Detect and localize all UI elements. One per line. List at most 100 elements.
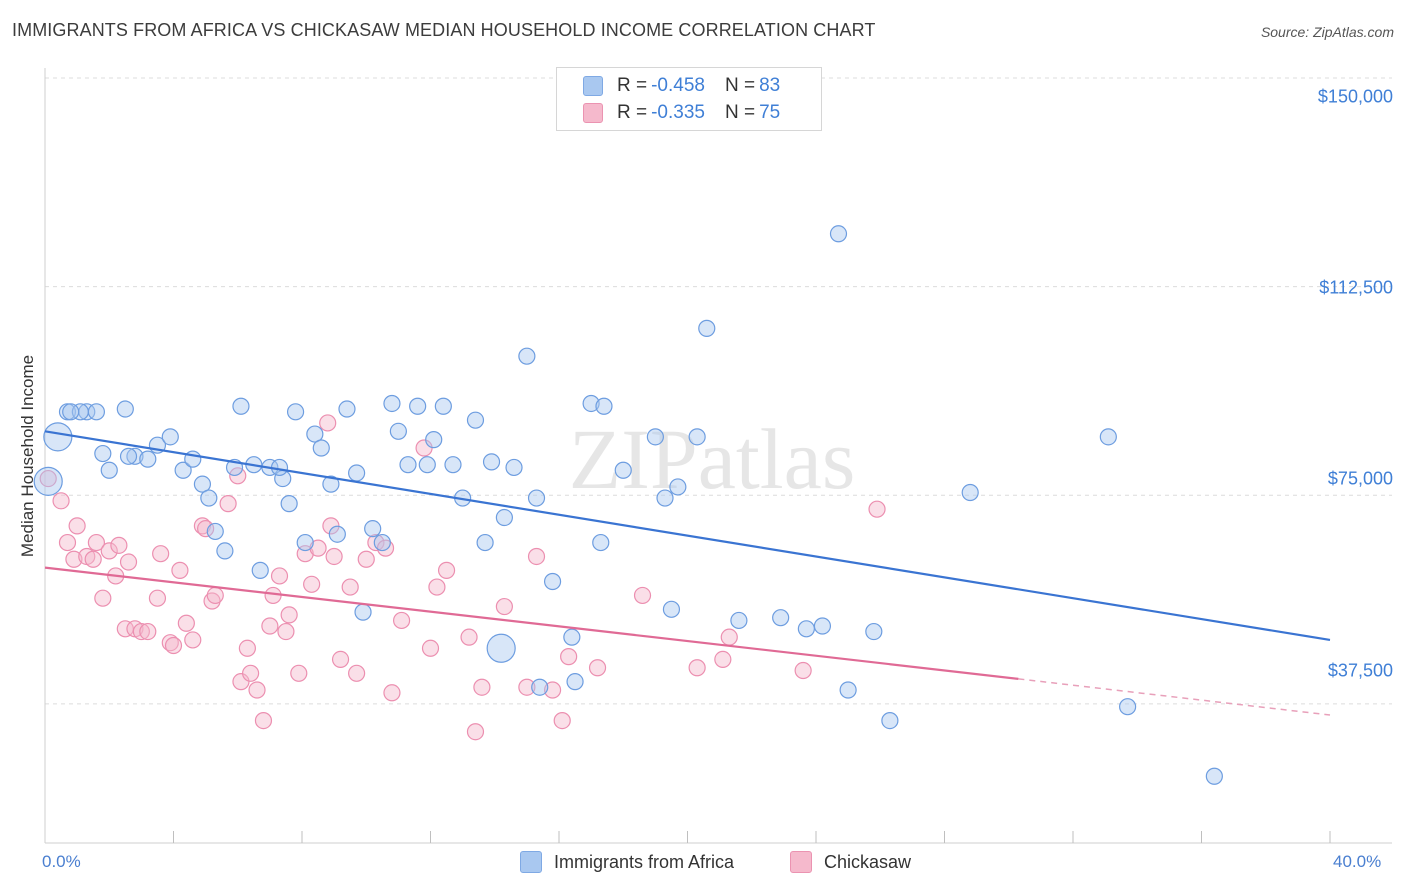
chickasaw-point	[376, 539, 395, 557]
chickasaw-point	[100, 542, 118, 560]
africa-point	[216, 542, 234, 560]
chickasaw-point	[341, 578, 359, 596]
legend-item-africa[interactable]: Immigrants from Africa	[520, 851, 734, 873]
africa-point	[306, 425, 324, 443]
chickasaw-point	[139, 622, 157, 641]
chickasaw-point	[87, 533, 106, 552]
africa-point	[829, 225, 848, 243]
legend-swatch-chickasaw	[790, 851, 812, 873]
chickasaw-point	[110, 536, 128, 554]
source-label: Source: ZipAtlas.com	[1260, 24, 1394, 40]
africa-point	[961, 483, 979, 502]
africa-point	[486, 633, 516, 663]
chickasaw-point	[527, 547, 546, 566]
legend-r-value: -0.335	[651, 102, 705, 123]
africa-point	[312, 439, 330, 457]
legend-n-label: N =	[724, 75, 756, 96]
chickasaw-point	[688, 659, 706, 677]
africa-point	[354, 603, 372, 621]
chickasaw-point	[132, 622, 150, 641]
chickasaw-point	[383, 684, 401, 702]
africa-point	[531, 678, 549, 696]
chickasaw-point	[794, 661, 812, 680]
africa-point	[174, 461, 192, 479]
chickasaw-point	[58, 533, 77, 552]
africa-point	[286, 403, 305, 421]
africa-point	[328, 525, 346, 543]
y-tick-label: $75,000	[1327, 468, 1393, 489]
chickasaw-point	[421, 639, 440, 657]
chickasaw-point	[184, 631, 202, 649]
africa-point	[688, 428, 706, 446]
africa-point	[280, 495, 298, 513]
africa-point	[364, 520, 382, 538]
africa-point	[592, 533, 610, 552]
africa-point	[881, 711, 899, 730]
chickasaw-point	[518, 678, 536, 696]
legend-r-label: R =	[617, 102, 648, 123]
y-tick-label: $112,500	[1319, 277, 1393, 298]
chickasaw-point	[543, 681, 562, 699]
y-tick-label: $150,000	[1317, 86, 1393, 107]
chickasaw-point	[495, 597, 513, 616]
legend-r-label: R =	[617, 75, 648, 96]
africa-point	[797, 620, 815, 638]
chickasaw-trend-line	[44, 566, 1019, 680]
chickasaw-point	[68, 517, 86, 535]
chickasaw-point	[119, 553, 138, 571]
chickasaw-point	[161, 634, 179, 652]
legend-label-africa: Immigrants from Africa	[554, 851, 735, 872]
africa-point	[662, 600, 681, 618]
chickasaw-point	[720, 628, 738, 646]
africa-point	[348, 464, 366, 482]
legend-n-value: 75	[759, 102, 781, 123]
africa-point	[425, 431, 443, 449]
chickasaw-point	[238, 639, 256, 657]
africa-point	[251, 561, 269, 579]
chickasaw-point	[203, 592, 221, 610]
africa-point	[476, 533, 494, 552]
chickasaw-point	[171, 561, 189, 579]
africa-point	[62, 403, 80, 421]
africa-point	[505, 458, 523, 477]
chickasaw-point	[39, 469, 57, 488]
africa-point	[94, 444, 112, 463]
africa-point	[338, 400, 356, 418]
africa-point	[139, 450, 157, 468]
africa-point	[698, 319, 716, 337]
chickasaw-point	[466, 723, 485, 741]
africa-point	[614, 461, 632, 479]
africa-point	[116, 400, 134, 418]
chickasaw-point	[197, 520, 215, 538]
legend-swatch-africa	[583, 76, 603, 96]
chickasaw-point	[280, 606, 298, 624]
africa-point	[1099, 428, 1117, 446]
africa-point	[563, 628, 581, 646]
africa-point	[200, 489, 218, 507]
chickasaw-point	[319, 414, 337, 432]
chickasaw-point	[460, 628, 478, 646]
chickasaw-point	[242, 664, 260, 682]
chickasaw-point	[367, 533, 385, 552]
legend-item-chickasaw[interactable]: Chickasaw	[790, 851, 911, 873]
chickasaw-point	[152, 545, 170, 563]
africa-point	[543, 572, 562, 591]
chickasaw-point	[553, 711, 571, 730]
africa-point	[527, 489, 546, 507]
africa-point	[466, 411, 485, 429]
africa-point	[595, 397, 613, 415]
africa-point	[399, 456, 417, 474]
africa-point	[206, 522, 224, 541]
africa-point	[444, 456, 462, 474]
chickasaw-point	[868, 500, 886, 518]
x-tick-label-max: 40.0%	[1333, 852, 1382, 871]
chickasaw-trend-extension	[1018, 678, 1331, 716]
africa-point	[1119, 698, 1137, 716]
africa-point	[582, 394, 600, 413]
legend-row-chickasaw: R = -0.335 N = 75	[583, 101, 780, 125]
chickasaw-point	[331, 650, 350, 669]
chickasaw-point	[560, 648, 578, 666]
chickasaw-point	[348, 664, 366, 682]
africa-point	[373, 533, 391, 552]
africa-point	[646, 428, 664, 446]
